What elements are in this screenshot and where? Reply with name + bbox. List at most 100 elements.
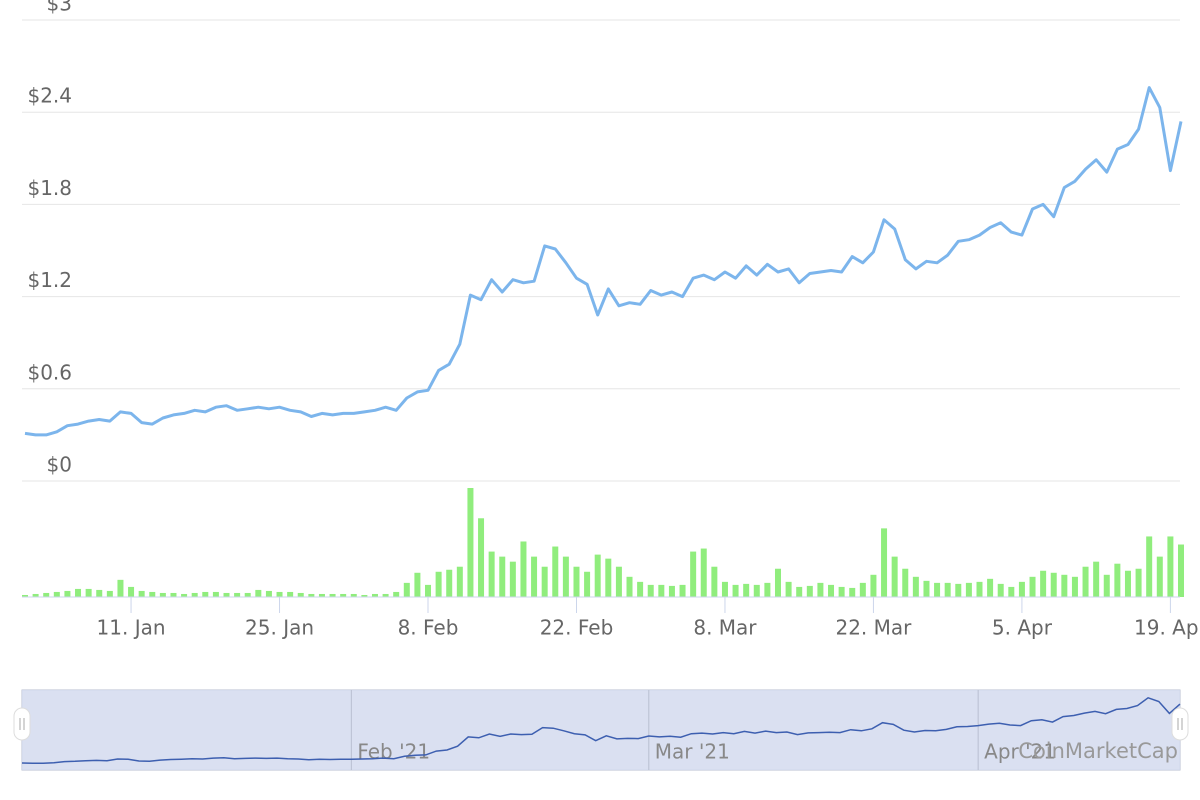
- volume-bar: [191, 592, 198, 597]
- volume-bar: [965, 582, 972, 597]
- volume-bar: [22, 594, 28, 597]
- y-tick-label: $0.6: [27, 360, 72, 384]
- volume-bar: [828, 584, 835, 597]
- volume-bar: [637, 581, 644, 597]
- volume-bar: [212, 591, 219, 597]
- volume-bar: [371, 593, 378, 597]
- volume-bar: [764, 582, 771, 597]
- volume-bar: [573, 566, 580, 597]
- y-tick-label: $0: [47, 453, 72, 477]
- volume-bar: [456, 566, 463, 597]
- volume-bar: [403, 582, 410, 597]
- volume-bar: [997, 583, 1004, 597]
- volume-bar: [520, 541, 527, 597]
- volume-bar: [435, 571, 442, 597]
- volume-bar: [1167, 536, 1174, 597]
- volume-bar: [700, 548, 707, 597]
- volume-bar: [202, 591, 209, 597]
- volume-bar: [838, 586, 845, 597]
- volume-bar: [223, 592, 230, 597]
- volume-bar: [75, 588, 82, 597]
- volume-bar: [170, 592, 177, 597]
- volume-bar: [785, 581, 792, 597]
- volume-bar: [276, 591, 283, 597]
- volume-bar: [774, 568, 781, 597]
- volume-bar: [944, 582, 951, 597]
- volume-bar: [679, 584, 686, 597]
- volume-bar: [43, 592, 50, 597]
- volume-bar: [541, 566, 548, 597]
- x-tick-label: 19. Apr: [1134, 616, 1200, 640]
- volume-bar: [531, 556, 538, 597]
- volume-bar: [881, 528, 888, 597]
- navigator-label: Mar '21: [655, 740, 730, 764]
- y-tick-label: $1.2: [27, 268, 72, 292]
- volume-bar: [1018, 581, 1025, 597]
- volume-bar: [562, 556, 569, 597]
- volume-bar: [594, 554, 601, 597]
- volume-bar: [647, 584, 654, 597]
- navigator-selection: [22, 690, 1180, 770]
- watermark: CoinMarketCap: [1018, 739, 1178, 763]
- y-tick-label: $1.8: [27, 176, 72, 200]
- x-tick-label: 22. Mar: [835, 616, 912, 640]
- volume-bar: [870, 574, 877, 597]
- x-tick-label: 5. Apr: [992, 616, 1053, 640]
- volume-bar: [149, 591, 156, 597]
- volume-bar: [849, 587, 856, 597]
- price-line: [24, 86, 1183, 437]
- volume-bar: [361, 594, 368, 597]
- volume-bar: [265, 590, 272, 597]
- volume-bar: [1082, 566, 1089, 597]
- x-tick-label: 8. Feb: [398, 616, 459, 640]
- volume-bar: [1050, 572, 1057, 597]
- navigator-handle[interactable]: [1171, 707, 1189, 741]
- volume-bar: [796, 586, 803, 597]
- volume-bar: [255, 589, 262, 597]
- volume-bar: [912, 576, 919, 597]
- volume-bar: [128, 586, 135, 597]
- volume-bar: [53, 591, 60, 597]
- volume-bar: [753, 584, 760, 597]
- volume-bar: [138, 590, 145, 597]
- volume-bar: [721, 581, 728, 597]
- volume-bar: [1114, 563, 1121, 597]
- volume-bar: [499, 556, 506, 597]
- volume-bar: [297, 592, 304, 597]
- volume-bar: [106, 590, 113, 597]
- volume-bar: [181, 593, 188, 597]
- volume-bar: [64, 590, 71, 597]
- volume-bar: [923, 580, 930, 597]
- volume-bar: [329, 593, 336, 597]
- volume-bar: [615, 566, 622, 597]
- volume-bar: [1093, 561, 1100, 597]
- volume-bar: [488, 551, 495, 597]
- volume-bar: [1124, 570, 1131, 597]
- y-tick-label: $3: [47, 0, 72, 16]
- volume-bar: [287, 591, 294, 597]
- volume-bar: [1135, 568, 1142, 597]
- volume-bar: [817, 582, 824, 597]
- volume-bar: [1040, 570, 1047, 597]
- volume-bar: [117, 579, 124, 597]
- volume-bar: [584, 571, 591, 597]
- volume-bar: [32, 593, 39, 597]
- y-tick-label: $2.4: [27, 84, 72, 108]
- volume-bar: [934, 582, 941, 597]
- volume-bar: [1071, 576, 1078, 597]
- volume-bar: [668, 585, 675, 597]
- volume-bar: [1103, 574, 1110, 597]
- volume-bar: [318, 593, 325, 597]
- volume-bar: [425, 584, 432, 597]
- navigator-label: Feb '21: [357, 740, 430, 764]
- volume-bar: [743, 583, 750, 597]
- navigator-handle[interactable]: [13, 707, 31, 741]
- volume-bar: [350, 593, 357, 597]
- volume-bar: [159, 592, 166, 597]
- x-tick-label: 22. Feb: [540, 616, 614, 640]
- volume-bar: [1008, 586, 1015, 597]
- volume-bar: [478, 518, 485, 597]
- volume-bar: [467, 488, 474, 597]
- volume-bar: [446, 569, 453, 597]
